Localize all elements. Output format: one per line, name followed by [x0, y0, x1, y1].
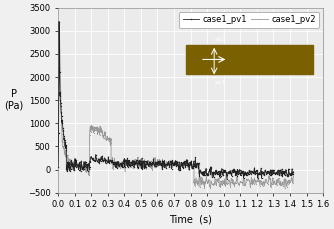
case1_pv1: [232, 171, 236, 174]
case1_pv1: [57, 20, 61, 23]
case1_pv2: [160, 165, 164, 167]
case1_pv2: [64, 153, 68, 155]
Y-axis label: P
(Pa): P (Pa): [4, 89, 23, 111]
case1_pv1: [201, 174, 205, 177]
case1_pv2: [208, 187, 212, 190]
Line: case1_pv2: case1_pv2: [57, 25, 294, 189]
Legend: case1_pv1, case1_pv2: case1_pv1, case1_pv2: [179, 12, 319, 27]
case1_pv2: [78, 167, 82, 169]
case1_pv1: [225, 177, 229, 180]
case1_pv2: [128, 164, 132, 167]
case1_pv1: [99, 160, 103, 163]
case1_pv2: [56, 159, 60, 162]
case1_pv1: [154, 161, 158, 163]
case1_pv1: [280, 170, 284, 173]
case1_pv2: [57, 25, 61, 27]
case1_pv2: [178, 161, 182, 164]
case1_pv1: [56, 166, 60, 169]
case1_pv1: [90, 157, 94, 160]
X-axis label: Time  (s): Time (s): [169, 215, 212, 225]
case1_pv1: [291, 170, 295, 173]
case1_pv2: [219, 180, 223, 183]
Line: case1_pv1: case1_pv1: [57, 21, 294, 179]
case1_pv2: [291, 174, 295, 177]
